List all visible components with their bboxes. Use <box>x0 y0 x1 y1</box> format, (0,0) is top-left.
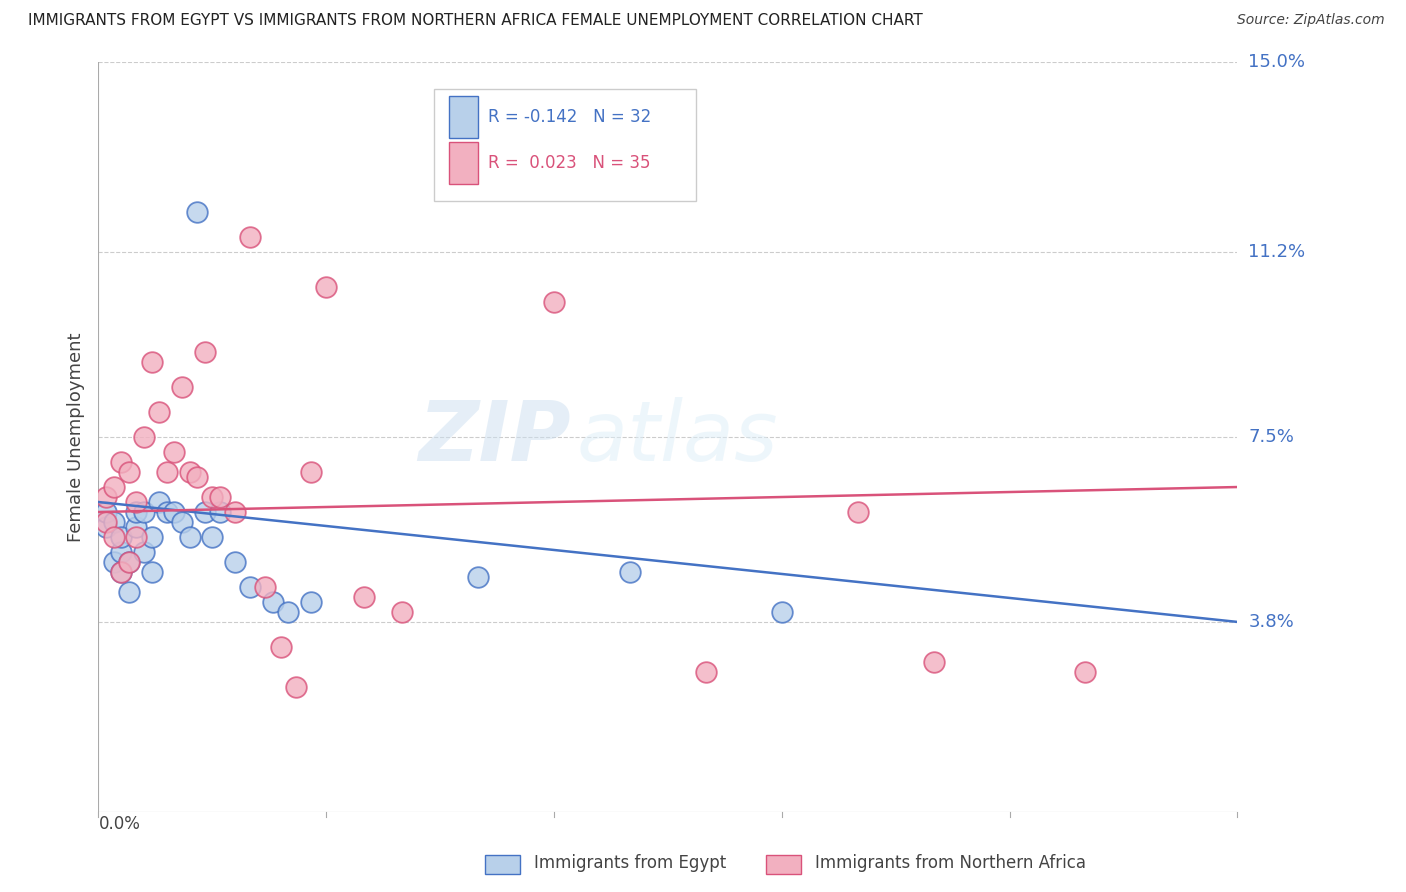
Point <box>125 520 148 534</box>
Y-axis label: Female Unemployment: Female Unemployment <box>66 333 84 541</box>
Point <box>118 585 141 599</box>
Point <box>110 455 132 469</box>
Point <box>132 430 155 444</box>
Text: 0.0%: 0.0% <box>98 815 141 833</box>
Point <box>284 680 307 694</box>
Point <box>270 640 292 654</box>
Point <box>94 520 117 534</box>
Point <box>1074 665 1097 679</box>
Text: IMMIGRANTS FROM EGYPT VS IMMIGRANTS FROM NORTHERN AFRICA FEMALE UNEMPLOYMENT COR: IMMIGRANTS FROM EGYPT VS IMMIGRANTS FROM… <box>28 13 922 29</box>
Point <box>224 505 246 519</box>
Point <box>125 495 148 509</box>
Text: R =  0.023   N = 35: R = 0.023 N = 35 <box>488 154 651 172</box>
Point <box>132 545 155 559</box>
Point <box>110 530 132 544</box>
Point <box>208 505 231 519</box>
Point <box>179 530 201 544</box>
Point <box>110 565 132 579</box>
Point <box>846 505 869 519</box>
Text: atlas: atlas <box>576 397 779 477</box>
Point <box>262 595 284 609</box>
Point <box>103 530 125 544</box>
Point <box>141 565 163 579</box>
Point <box>186 470 208 484</box>
Point <box>110 565 132 579</box>
Point <box>156 505 179 519</box>
Point <box>141 355 163 369</box>
Point <box>224 555 246 569</box>
Point <box>118 555 141 569</box>
Point <box>208 490 231 504</box>
Point <box>194 345 217 359</box>
Point <box>163 445 186 459</box>
Point <box>201 530 224 544</box>
Text: ZIP: ZIP <box>419 397 571 477</box>
Point <box>299 595 322 609</box>
Point <box>353 590 375 604</box>
Point <box>156 465 179 479</box>
Point <box>103 555 125 569</box>
Point <box>125 505 148 519</box>
Point <box>125 530 148 544</box>
Point <box>148 405 170 419</box>
Text: 3.8%: 3.8% <box>1249 613 1294 631</box>
Bar <box>449 96 478 137</box>
Point <box>94 505 117 519</box>
Point <box>194 505 217 519</box>
Point <box>239 230 262 244</box>
Point <box>103 480 125 494</box>
Point <box>770 605 793 619</box>
Point <box>170 380 193 394</box>
Point <box>922 655 945 669</box>
Point <box>277 605 299 619</box>
Point <box>103 515 125 529</box>
Point <box>619 565 641 579</box>
Point <box>170 515 193 529</box>
Point <box>118 465 141 479</box>
Point <box>94 515 117 529</box>
FancyBboxPatch shape <box>434 88 696 201</box>
Text: Source: ZipAtlas.com: Source: ZipAtlas.com <box>1237 13 1385 28</box>
Point <box>110 545 132 559</box>
Point <box>186 205 208 219</box>
Point <box>467 570 489 584</box>
Point <box>163 505 186 519</box>
Point <box>148 495 170 509</box>
Point <box>118 555 141 569</box>
Point <box>695 665 717 679</box>
Text: R = -0.142   N = 32: R = -0.142 N = 32 <box>488 108 651 126</box>
Point <box>543 295 565 310</box>
Point <box>201 490 224 504</box>
Point <box>239 580 262 594</box>
Text: Immigrants from Northern Africa: Immigrants from Northern Africa <box>815 855 1087 872</box>
Point <box>94 490 117 504</box>
Point <box>391 605 413 619</box>
Text: 7.5%: 7.5% <box>1249 428 1295 446</box>
Text: 11.2%: 11.2% <box>1249 244 1306 261</box>
Point <box>254 580 277 594</box>
Point <box>299 465 322 479</box>
Bar <box>449 143 478 184</box>
Point <box>315 280 337 294</box>
Point <box>141 530 163 544</box>
Text: Immigrants from Egypt: Immigrants from Egypt <box>534 855 727 872</box>
Text: 15.0%: 15.0% <box>1249 54 1305 71</box>
Point <box>132 505 155 519</box>
Point <box>179 465 201 479</box>
